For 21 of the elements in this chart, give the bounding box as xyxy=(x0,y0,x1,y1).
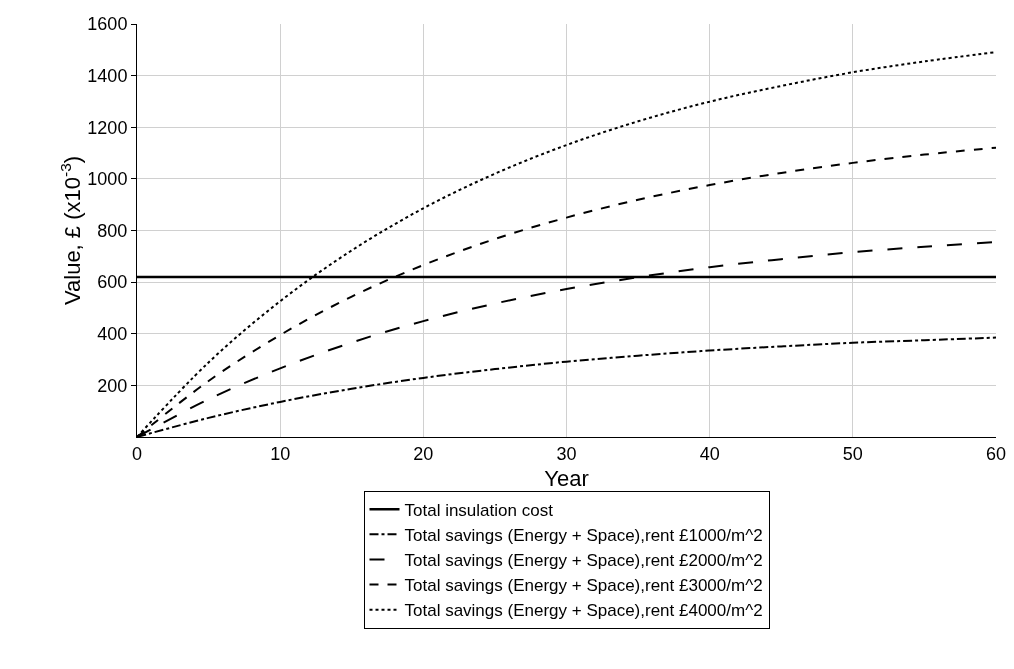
y-tick-label: 1400 xyxy=(87,65,128,86)
x-tick-label: 20 xyxy=(413,443,434,464)
legend-label: Total insulation cost xyxy=(404,500,554,520)
y-tick-label: 1600 xyxy=(87,14,128,35)
legend-label: Total savings (Energy + Space),rent £3000/m^2 xyxy=(404,576,763,596)
y-tick-label: 600 xyxy=(97,272,128,293)
x-tick-label: 60 xyxy=(985,443,1007,464)
legend-label: Total savings (Energy + Space),rent £2000/m^2 xyxy=(404,551,763,571)
x-tick-label: 0 xyxy=(131,443,143,464)
x-axis-title: Year xyxy=(544,466,589,492)
x-tick-label: 30 xyxy=(556,443,577,464)
y-tick-label: 800 xyxy=(97,220,128,241)
x-tick-label: 10 xyxy=(270,443,291,464)
x-tick-label: 40 xyxy=(699,443,720,464)
y-tick-label: 1000 xyxy=(87,169,128,190)
legend-label: Total savings (Energy + Space),rent £1000/m^2 xyxy=(404,525,763,545)
x-tick-label: 50 xyxy=(842,443,863,464)
legend-label: Total savings (Energy + Space),rent £4000/m^2 xyxy=(404,601,763,621)
y-tick-label: 1200 xyxy=(87,117,128,138)
y-tick-label: 200 xyxy=(97,375,128,396)
y-tick-label: 400 xyxy=(97,324,128,345)
